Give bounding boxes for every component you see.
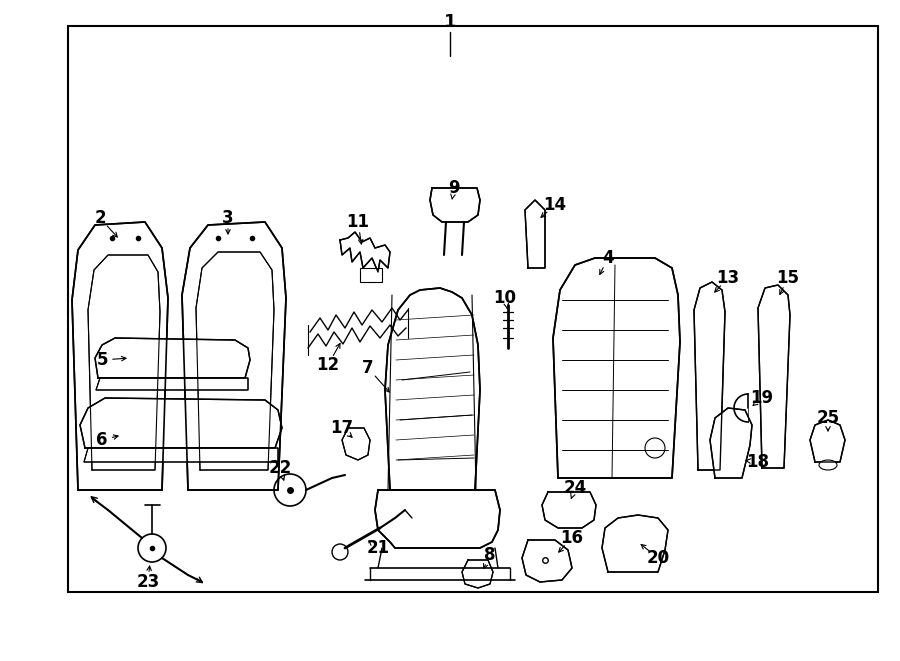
Polygon shape [430,188,480,222]
Text: 1: 1 [444,13,456,31]
Polygon shape [196,252,274,470]
Text: 18: 18 [746,453,769,471]
Text: 2: 2 [94,209,106,227]
Polygon shape [525,200,545,268]
Text: 12: 12 [317,356,339,374]
Polygon shape [710,408,752,478]
Text: 21: 21 [366,539,390,557]
Polygon shape [462,560,493,588]
Polygon shape [96,378,248,390]
Polygon shape [84,448,278,462]
Text: 17: 17 [330,419,354,437]
Polygon shape [522,540,572,582]
Polygon shape [375,490,500,548]
Polygon shape [758,285,790,468]
Text: 14: 14 [544,196,567,214]
Text: 15: 15 [777,269,799,287]
Bar [68,26,878,592]
Polygon shape [340,232,390,272]
Text: 8: 8 [484,546,496,564]
Text: 20: 20 [646,549,670,567]
Text: 22: 22 [268,459,292,477]
Text: 6: 6 [96,431,108,449]
Text: 25: 25 [816,409,840,427]
Text: 4: 4 [602,249,614,267]
Polygon shape [88,255,160,470]
Text: 10: 10 [493,289,517,307]
Text: 23: 23 [137,573,159,591]
Polygon shape [95,338,250,378]
Text: 19: 19 [751,389,774,407]
Text: 24: 24 [563,479,587,497]
Ellipse shape [819,460,837,470]
Polygon shape [80,398,282,448]
Bar [360,268,382,282]
Polygon shape [385,288,480,490]
Polygon shape [602,515,668,572]
Text: 13: 13 [716,269,740,287]
Text: 5: 5 [96,351,108,369]
Polygon shape [694,282,725,470]
Polygon shape [342,428,370,460]
Polygon shape [810,420,845,462]
Text: 11: 11 [346,213,370,231]
Text: 9: 9 [448,179,460,197]
Polygon shape [542,492,596,528]
Polygon shape [553,258,680,478]
Text: 3: 3 [222,209,234,227]
Text: 7: 7 [362,359,374,377]
Polygon shape [72,222,168,490]
Text: 16: 16 [561,529,583,547]
Polygon shape [182,222,286,490]
